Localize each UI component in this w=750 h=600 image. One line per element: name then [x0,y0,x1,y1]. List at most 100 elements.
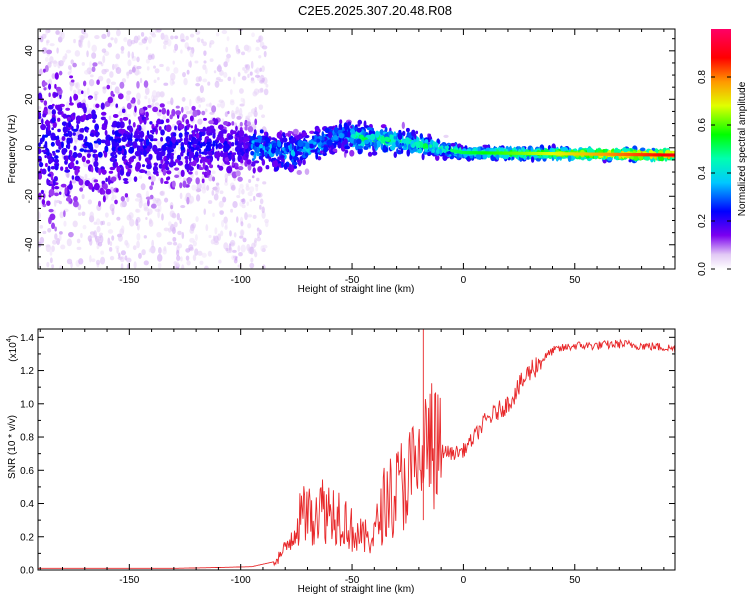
spectrogram-cell [95,131,100,138]
spectrogram-cell [224,157,230,162]
spectrogram-cell [218,165,224,171]
spectrogram-cell [180,49,183,54]
spectrogram-cell [117,234,123,242]
spectrogram-cell [617,149,622,153]
spectrogram-cell [259,229,262,236]
spectrogram-cell [93,182,100,191]
spectrogram-cell [171,108,176,117]
spectrogram-cell [97,140,102,145]
spectrogram-cell [157,247,162,254]
spectrogram-cell [176,261,179,268]
spectrogram-cell [246,243,251,251]
spectrogram-cell [91,52,97,59]
spectrogram-cell [155,91,161,98]
spectrogram-cell [398,132,402,136]
spectrogram-cell [206,155,212,159]
spectrogram-cell [404,138,410,145]
spectrogram-cell [265,146,270,150]
spectrogram-cell [138,125,142,132]
spectrogram-cell [97,61,103,65]
spectrogram-cell [141,164,146,168]
spectrogram-cell [343,138,348,145]
spectrogram-cell [433,142,439,148]
spectrogram-cell [170,136,177,143]
spectrogram-cell [161,144,167,152]
spectrogram-cell [194,234,198,241]
spectrogram-cell [41,149,47,153]
spectrogram-cell [238,88,244,94]
spectrogram-cell [188,171,193,175]
colorbar-axes: 0.0 0.2 0.4 0.6 0.8 [697,70,731,276]
spectrogram-cell [65,155,69,162]
spectrogram-cell [258,55,262,59]
spectrogram-cell [205,147,212,152]
spectrogram-cell [132,122,136,128]
spectrogram-cell [163,180,169,185]
spectrogram-cell [238,252,243,257]
spectrogram-cell [48,208,54,213]
spectrogram-cell [94,156,99,162]
spectrogram-cell [651,147,656,152]
spectrogram-cell [101,180,106,185]
spectrogram-cell [111,235,115,241]
spectrogram-cell [121,78,127,83]
spectrogram-cell [258,104,264,110]
spectrogram-cell [165,124,172,133]
spectrogram-cell [172,236,177,242]
spectrogram-cell [127,140,133,145]
spectrogram-cell [144,87,150,95]
spectrogram-cell [567,154,572,162]
spectrogram-cell [400,148,404,154]
spectrogram-cell [297,139,304,148]
spectrogram-cell [261,206,265,214]
spectrogram-cell [103,151,108,158]
spectrogram-cell [475,152,482,160]
spectrogram-cell [552,148,556,154]
spectrogram-cell [357,148,362,155]
spectrogram-cell [170,152,174,156]
spectrogram-cell [347,131,351,138]
spectrogram-cell [196,37,201,43]
spectrogram-cell [163,34,169,43]
snr-panel: -150 -100 -50 0 50 0.0 0.2 0.4 0.6 0.8 1.0 1.2 1.4 H… [6,328,676,595]
spectrogram-cell [255,185,259,192]
spectrogram-cell [304,168,310,175]
spectrogram-marks [38,29,675,269]
spectrogram-cell [265,221,269,228]
spectrogram-cell [265,165,270,170]
spectrogram-cell [349,149,355,157]
spectrogram-cell [38,155,42,159]
spectrogram-cell [244,69,248,74]
spectrogram-cell [118,175,121,181]
spectrogram-cell [244,64,248,68]
spectrogram-cell [49,213,56,221]
spectrogram-cell [50,176,54,181]
spectrogram-cell [64,169,71,173]
spectrogram-cell [263,131,267,136]
spectrogram-cell [100,139,107,144]
spectrogram-cell [71,175,75,180]
spectrogram-cell [283,162,288,170]
spectrogram-cell [107,42,112,48]
spectrogram-cell [163,227,169,232]
spectrogram-y-tick-label-group: 0 [24,145,35,151]
spectrogram-cell [304,152,309,157]
spectrogram-cell [156,118,162,125]
spectrogram-cell [231,121,235,126]
spectrogram-cell [139,107,144,114]
spectrogram-cell [296,134,301,140]
spectrogram-cell [65,49,72,54]
spectrogram-cell [215,126,219,134]
spectrogram-cell [225,247,229,252]
spectrogram-cell [77,152,83,158]
spectrogram-cell [73,38,76,44]
spectrogram-cell [153,79,157,84]
spectrogram-cell [227,172,231,176]
spectrogram-cell [51,264,55,269]
spectrogram-cell [86,50,89,58]
spectrogram-cell [188,151,195,159]
spectrogram-cell [156,253,163,262]
spectrogram-cell [113,64,118,69]
spectrogram-cell [180,39,186,43]
spectrogram-cell [458,154,463,158]
